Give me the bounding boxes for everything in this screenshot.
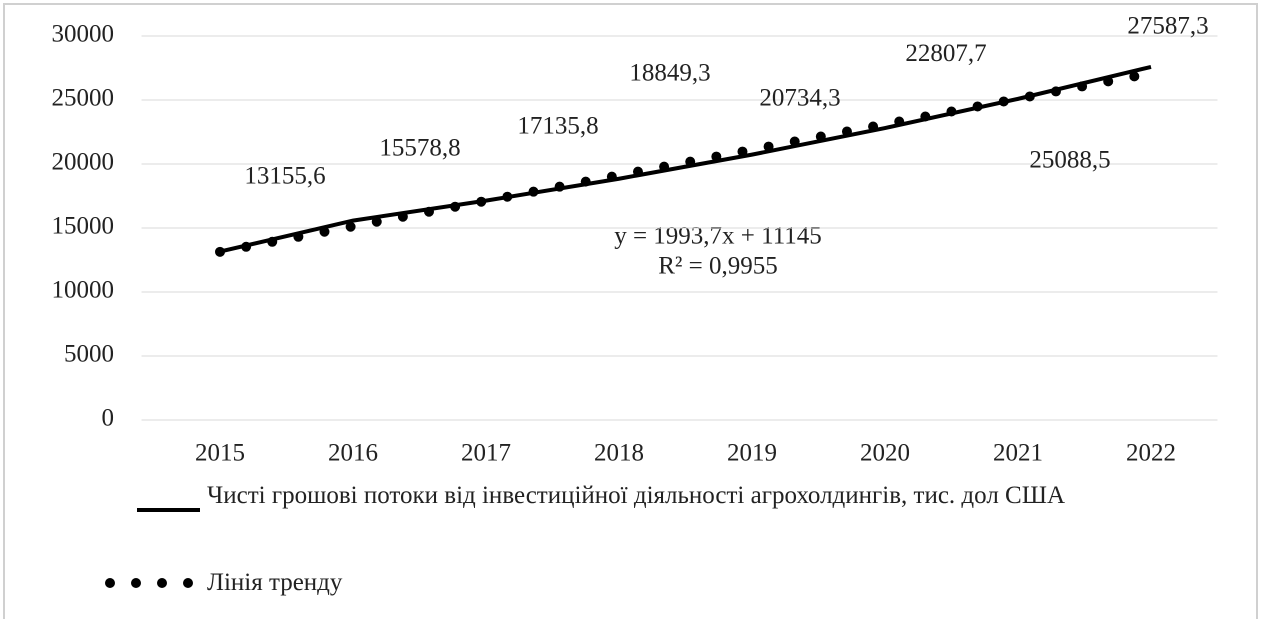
trend-line	[215, 68, 1156, 257]
y-tick-label: 20000	[52, 149, 115, 176]
y-tick-label: 5000	[64, 341, 114, 368]
x-tick-label: 2018	[594, 440, 644, 467]
y-tick-label: 0	[102, 405, 115, 432]
legend-entry: Чисті грошові потоки від інвестиційної д…	[207, 482, 1065, 509]
data-label: 25088,5	[1029, 147, 1110, 174]
y-tick-label: 30000	[52, 21, 115, 48]
y-tick-label: 10000	[52, 277, 115, 304]
data-label: 15578,8	[379, 134, 460, 161]
x-tick-label: 2017	[461, 440, 511, 467]
data-line	[219, 64, 1152, 254]
x-tick-label: 2022	[1126, 440, 1176, 467]
equation: y = 1993,7x + 11145	[614, 223, 822, 250]
data-label: 18849,3	[629, 59, 710, 86]
data-label: 17135,8	[517, 112, 598, 139]
x-tick-label: 2019	[727, 440, 777, 467]
data-label: 13155,6	[244, 162, 325, 189]
x-tick-label: 2015	[195, 440, 245, 467]
r-squared: R² = 0,9955	[658, 253, 778, 280]
frame	[3, 3, 1258, 619]
x-tick-label: 2020	[860, 440, 910, 467]
x-tick-label: 2016	[328, 440, 378, 467]
data-label: 20734,3	[759, 84, 840, 111]
data-label: 27587,3	[1127, 13, 1208, 40]
data-label: 22807,7	[905, 40, 986, 67]
y-tick-label: 25000	[52, 85, 115, 112]
x-tick-label: 2021	[993, 440, 1043, 467]
legend-entry: Лінія тренду	[207, 569, 343, 596]
y-tick-label: 15000	[52, 213, 115, 240]
